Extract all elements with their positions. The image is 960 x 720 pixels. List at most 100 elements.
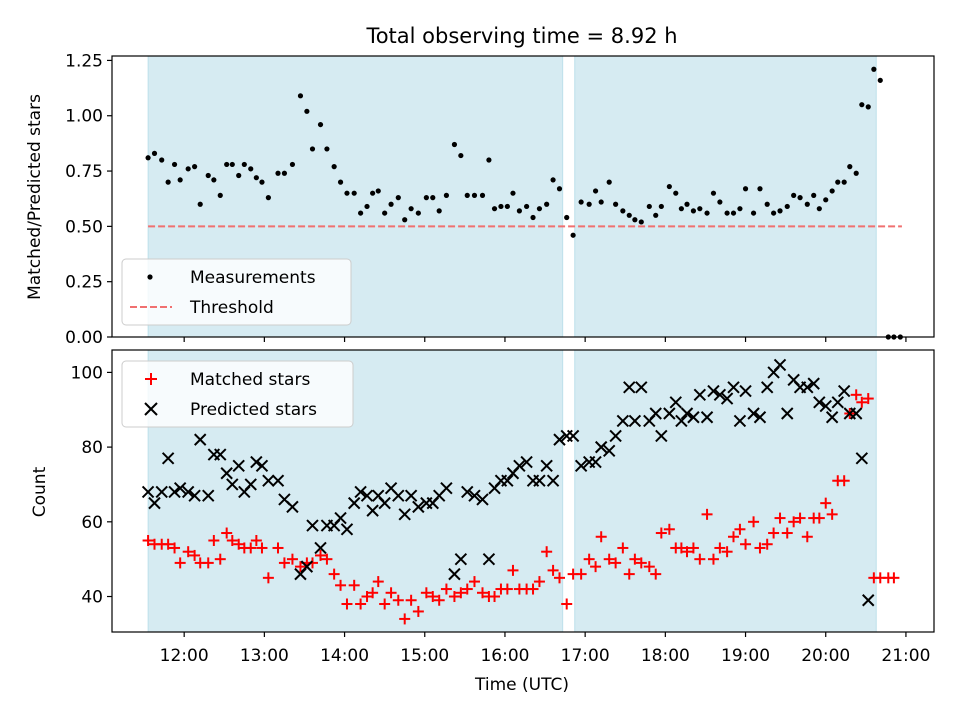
- matched-stars-point: [541, 546, 553, 558]
- measurement-point: [606, 179, 612, 185]
- predicted-stars-point: [468, 489, 481, 502]
- measurement-point: [536, 206, 543, 212]
- top-shaded-spans: [147, 55, 877, 338]
- measurement-point: [241, 161, 247, 168]
- matched-stars-point: [781, 527, 793, 539]
- matched-stars-point: [294, 561, 306, 573]
- predicted-stars-point: [520, 455, 533, 469]
- matched-stars-point: [862, 393, 874, 405]
- matched-stars-point: [714, 542, 726, 554]
- matched-stars-point: [595, 531, 607, 543]
- measurement-point: [835, 179, 841, 185]
- predicted-stars-point: [314, 541, 327, 555]
- measurement-point: [653, 212, 659, 218]
- top-legend: Measurements Threshold: [121, 258, 352, 326]
- x-tick-label: 21:00: [881, 646, 930, 666]
- matched-stars-point: [838, 475, 850, 487]
- measurement-point: [451, 141, 458, 148]
- matched-stars-point: [233, 538, 245, 550]
- measurement-point: [871, 66, 877, 72]
- matched-stars-point: [420, 587, 432, 599]
- measurement-point: [415, 210, 421, 216]
- measurement-point: [784, 203, 790, 210]
- predicted-stars-point: [378, 496, 391, 510]
- matched-stars-point: [794, 512, 806, 524]
- predicted-stars-point: [440, 481, 453, 495]
- measurement-point: [464, 192, 470, 198]
- predicted-stars-point: [271, 474, 285, 487]
- predicted-stars-point: [574, 459, 588, 472]
- matched-stars-point: [208, 534, 220, 546]
- matched-stars-point: [250, 534, 262, 546]
- predicted-stars-point: [262, 474, 275, 487]
- measurement-point: [159, 157, 165, 163]
- matched-stars-point: [603, 553, 615, 565]
- matched-stars-point: [440, 583, 452, 595]
- measurement-point: [145, 155, 151, 161]
- measurement-point: [777, 208, 783, 214]
- measurement-point: [479, 192, 486, 198]
- predicted-stars-point: [168, 485, 181, 499]
- measurement-point: [697, 206, 703, 212]
- predicted-stars-point: [360, 489, 374, 502]
- matched-stars-point: [623, 568, 635, 580]
- matched-stars-point: [629, 553, 641, 565]
- bottom-y-ticks: 40 60 80 100: [71, 363, 112, 608]
- matched-stars-point: [355, 598, 367, 610]
- measurement-point: [556, 186, 563, 192]
- predicted-stars-point: [669, 396, 682, 409]
- predicted-stars-point: [825, 411, 839, 424]
- measurement-point: [304, 108, 310, 114]
- predicted-stars-point: [148, 496, 161, 510]
- matched-stars-point: [643, 561, 655, 573]
- measurement-point: [402, 217, 408, 223]
- predicted-stars-point: [448, 567, 461, 581]
- matched-stars-point: [663, 523, 675, 535]
- measurement-point: [823, 197, 829, 203]
- measurement-point: [297, 93, 304, 99]
- top-panel: 0.00 0.25 0.50 0.75 1.00 1.25 Matched/Predict…: [25, 51, 935, 348]
- x-tick-label: 13:00: [240, 646, 289, 666]
- measurement-point: [791, 192, 797, 198]
- predicted-stars-point: [461, 485, 474, 499]
- matched-stars-point: [361, 591, 373, 603]
- predicted-stars-point: [501, 474, 514, 487]
- legend-predicted-label: Predicted stars: [190, 400, 317, 420]
- matched-stars-point: [635, 557, 647, 569]
- measurement-point: [229, 161, 235, 168]
- predicted-stars-point: [693, 388, 707, 402]
- predicted-stars-point: [286, 500, 299, 514]
- predicted-stars-point: [862, 594, 875, 607]
- predicted-stars-point: [831, 396, 844, 409]
- predicted-stars-point: [589, 455, 602, 469]
- predicted-stars-point: [687, 411, 700, 424]
- measurement-point: [730, 210, 737, 216]
- predicted-stars-point: [540, 459, 553, 472]
- measurement-point: [275, 170, 281, 176]
- predicted-stars-point: [680, 407, 694, 420]
- matched-stars-point: [655, 527, 667, 539]
- top-legend-box: [121, 258, 352, 326]
- predicted-stars-point: [713, 388, 727, 402]
- measurement-point: [544, 201, 550, 207]
- measurement-point: [524, 203, 530, 210]
- legend-matched-label: Matched stars: [190, 370, 310, 390]
- matched-stars-point: [694, 553, 706, 565]
- measurement-point: [165, 179, 171, 185]
- x-tick-label: 16:00: [480, 646, 529, 666]
- matched-stars-point: [468, 576, 480, 588]
- predicted-stars-point: [513, 459, 526, 472]
- matched-stars-point: [379, 598, 391, 610]
- matched-stars-point: [801, 531, 813, 543]
- x-axis-label: Time (UTC): [474, 675, 569, 695]
- measurement-point: [550, 177, 556, 183]
- predicted-stars-point: [412, 500, 425, 514]
- matched-stars-point: [272, 542, 284, 554]
- x-tick-label: 15:00: [400, 646, 449, 666]
- predicted-stars-point: [623, 381, 636, 394]
- matched-stars-point: [681, 546, 693, 558]
- measurement-point: [804, 201, 810, 207]
- matched-stars-point: [754, 542, 766, 554]
- predicted-stars-point: [781, 407, 794, 420]
- measurement-point: [724, 210, 730, 216]
